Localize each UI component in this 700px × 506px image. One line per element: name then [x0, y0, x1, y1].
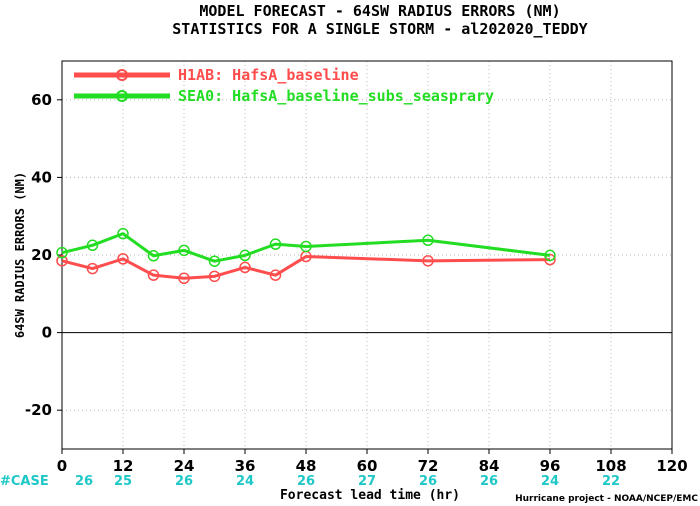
x-tick-label: 72	[418, 457, 439, 475]
case-count: 22	[602, 474, 620, 489]
data-point-marker	[178, 244, 190, 257]
series-line	[61, 232, 551, 263]
legend-label: H1AB: HafsA_baseline	[178, 66, 359, 84]
data-point-marker	[117, 253, 129, 265]
case-count: 26	[75, 474, 93, 489]
case-count: 27	[358, 474, 376, 489]
x-tick-label: 12	[113, 457, 134, 475]
x-tick-label: 84	[479, 457, 500, 475]
chart-subtitle: STATISTICS FOR A SINGLE STORM - al202020…	[172, 20, 587, 38]
x-tick-label: 24	[174, 457, 195, 475]
data-point-marker	[86, 262, 99, 275]
y-tick-label: 40	[31, 168, 52, 186]
y-axis-label: 64SW RADIUS ERRORS (NM)	[13, 172, 27, 338]
data-point-marker	[86, 239, 99, 252]
x-tick-label: 48	[296, 457, 317, 475]
x-axis: 0 12 24 36 48 60 72 84 96 108 120	[57, 449, 688, 475]
data-point-marker	[269, 269, 282, 281]
series-line	[61, 255, 551, 280]
case-count: 26	[419, 474, 437, 489]
case-count-row: #CASE 26 25 26 24 26 27 26 26 24 22	[0, 474, 620, 489]
y-axis: -20 0 20 40 60	[25, 91, 62, 419]
series-layer	[56, 227, 556, 285]
legend: H1AB: HafsA_baseline SEA0: HafsA_baseline…	[74, 66, 494, 105]
data-point-marker	[269, 238, 282, 250]
legend-marker	[116, 69, 128, 81]
data-point-marker	[544, 249, 556, 262]
x-tick-label: 96	[540, 457, 561, 475]
case-count: 26	[175, 474, 193, 489]
grid-lines	[62, 61, 672, 449]
y-tick-label: 60	[31, 91, 52, 109]
data-point-marker	[56, 246, 68, 259]
legend-marker	[116, 90, 128, 102]
case-count: 26	[480, 474, 498, 489]
x-tick-label: 0	[57, 457, 67, 475]
data-point-marker	[147, 250, 160, 262]
case-row-label: #CASE	[0, 474, 49, 489]
y-tick-label: 20	[31, 246, 52, 264]
data-point-marker	[239, 261, 251, 274]
x-tick-label: 60	[357, 457, 378, 475]
y-tick-label: -20	[25, 401, 52, 419]
chart-title: MODEL FORECAST - 64SW RADIUS ERRORS (NM)	[199, 2, 560, 20]
legend-label: SEA0: HafsA_baseline_subs_seasprary	[178, 87, 494, 105]
data-point-marker	[147, 269, 160, 281]
x-axis-label: Forecast lead time (hr)	[280, 488, 460, 503]
data-point-marker	[178, 272, 190, 285]
x-tick-label: 120	[656, 457, 687, 475]
x-tick-label: 36	[235, 457, 256, 475]
data-point-marker	[422, 255, 434, 267]
credit-text: Hurricane project - NOAA/NCEP/EMC	[515, 494, 698, 504]
case-count: 25	[114, 474, 132, 489]
case-count: 24	[541, 474, 559, 489]
y-tick-label: 0	[42, 324, 52, 342]
data-point-marker	[56, 255, 68, 267]
data-point-marker	[208, 270, 221, 283]
x-tick-label: 108	[595, 457, 626, 475]
case-count: 26	[297, 474, 315, 489]
case-count: 24	[236, 474, 254, 489]
data-point-marker	[117, 227, 129, 240]
data-point-marker	[300, 240, 312, 253]
data-point-marker	[208, 255, 221, 267]
data-point-marker	[239, 249, 251, 262]
data-point-marker	[422, 234, 434, 247]
